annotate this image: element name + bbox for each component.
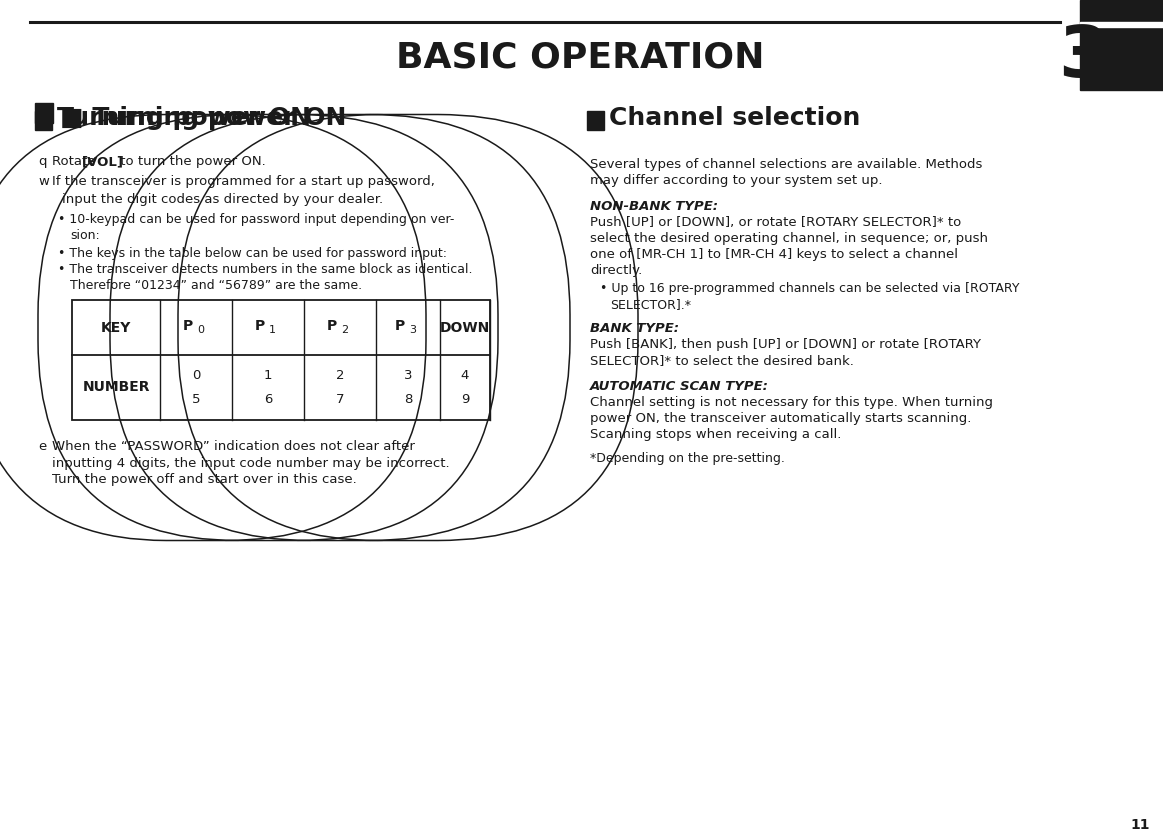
Text: Rotate: Rotate [52, 155, 100, 168]
Text: 7: 7 [336, 393, 344, 406]
Text: NON-BANK TYPE:: NON-BANK TYPE: [590, 200, 718, 213]
Text: KEY: KEY [101, 320, 131, 334]
Text: P: P [394, 319, 405, 334]
Text: 3: 3 [1058, 23, 1108, 92]
Text: 2: 2 [341, 325, 348, 335]
Text: • The keys in the table below can be used for password input:: • The keys in the table below can be use… [58, 247, 447, 260]
Text: may differ according to your system set up.: may differ according to your system set … [590, 174, 883, 187]
Text: 3: 3 [404, 369, 412, 382]
Text: w: w [38, 175, 49, 188]
Text: BASIC OPERATION: BASIC OPERATION [395, 41, 764, 75]
Text: NUMBER: NUMBER [83, 380, 150, 395]
Text: 6: 6 [264, 393, 272, 406]
Text: P: P [255, 319, 264, 334]
Text: [VOL]: [VOL] [83, 155, 124, 168]
Text: SELECTOR]* to select the desired bank.: SELECTOR]* to select the desired bank. [590, 354, 854, 367]
Text: Push [UP] or [DOWN], or rotate [ROTARY SELECTOR]* to: Push [UP] or [DOWN], or rotate [ROTARY S… [590, 216, 962, 229]
Text: 0: 0 [192, 369, 200, 382]
Text: DOWN: DOWN [440, 320, 490, 334]
Text: 5: 5 [192, 393, 200, 406]
Text: Channel setting is not necessary for this type. When turning: Channel setting is not necessary for thi… [590, 396, 993, 409]
Text: *Depending on the pre-setting.: *Depending on the pre-setting. [590, 452, 785, 465]
Text: When the “PASSWORD” indication does not clear after: When the “PASSWORD” indication does not … [52, 440, 415, 453]
Text: 11: 11 [1130, 818, 1150, 832]
Text: q: q [38, 155, 47, 168]
Text: 8: 8 [404, 393, 412, 406]
Text: e: e [38, 440, 47, 453]
Text: one of [MR-CH 1] to [MR-CH 4] keys to select a channel: one of [MR-CH 1] to [MR-CH 4] keys to se… [590, 248, 958, 261]
Text: 2: 2 [336, 369, 344, 382]
Text: AUTOMATIC SCAN TYPE:: AUTOMATIC SCAN TYPE: [590, 380, 769, 393]
Text: Turn the power off and start over in this case.: Turn the power off and start over in thi… [52, 473, 357, 486]
Text: P: P [183, 319, 193, 334]
Text: input the digit codes as directed by your dealer.: input the digit codes as directed by you… [62, 193, 383, 206]
Text: Channel selection: Channel selection [609, 106, 861, 130]
Text: • Up to 16 pre-programmed channels can be selected via [ROTARY: • Up to 16 pre-programmed channels can b… [600, 282, 1020, 295]
Bar [35, 111, 52, 130]
Text: sion:: sion: [70, 229, 100, 242]
Bar [35, 103, 53, 123]
Text: Therefore “01234” and “56789” are the same.: Therefore “01234” and “56789” are the sa… [70, 279, 362, 292]
Text: 0: 0 [197, 325, 204, 335]
Bar [72, 300, 490, 420]
Text: P: P [327, 319, 336, 334]
Text: BANK TYPE:: BANK TYPE: [590, 322, 679, 335]
Text: • The transceiver detects numbers in the same block as identical.: • The transceiver detects numbers in the… [58, 263, 472, 276]
Text: Turning power ON: Turning power ON [57, 106, 311, 130]
Text: inputting 4 digits, the input code number may be incorrect.: inputting 4 digits, the input code numbe… [52, 457, 450, 470]
Bar [1080, 0, 1163, 90]
Text: 1: 1 [264, 369, 272, 382]
Text: Several types of channel selections are available. Methods: Several types of channel selections are … [590, 158, 983, 171]
Text: 3: 3 [409, 325, 416, 335]
Bar [587, 111, 604, 130]
Text: If the transceiver is programmed for a start up password,: If the transceiver is programmed for a s… [52, 175, 435, 188]
Text: power ON, the transceiver automatically starts scanning.: power ON, the transceiver automatically … [590, 412, 971, 425]
Bar [1080, 22, 1163, 27]
Text: select the desired operating channel, in sequence; or, push: select the desired operating channel, in… [590, 232, 989, 245]
Text: 4: 4 [461, 369, 469, 382]
Text: 1: 1 [269, 325, 276, 335]
Text: 9: 9 [461, 393, 469, 406]
Text: SELECTOR].*: SELECTOR].* [611, 298, 691, 311]
Text: ■ Turning power ON: ■ Turning power ON [60, 106, 347, 130]
Text: directly.: directly. [590, 264, 642, 277]
Text: • 10-keypad can be used for password input depending on ver-: • 10-keypad can be used for password inp… [58, 213, 455, 226]
Text: to turn the power ON.: to turn the power ON. [116, 155, 266, 168]
Text: Scanning stops when receiving a call.: Scanning stops when receiving a call. [590, 428, 841, 441]
Text: Push [BANK], then push [UP] or [DOWN] or rotate [ROTARY: Push [BANK], then push [UP] or [DOWN] or… [590, 338, 982, 351]
